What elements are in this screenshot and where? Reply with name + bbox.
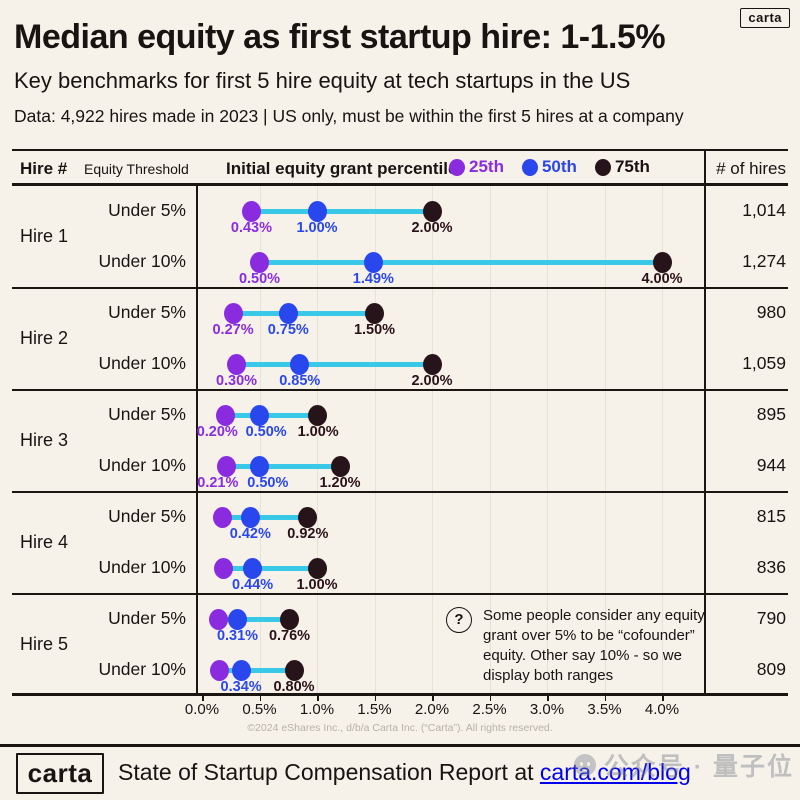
threshold-label: Under 10% <box>98 251 186 271</box>
gridline-0.5 <box>259 186 261 693</box>
hires-count: 980 <box>756 302 786 322</box>
axis-tick-label: 1.0% <box>299 701 335 718</box>
axis-tick-label: 2.0% <box>414 701 450 718</box>
footnote: ? Some people consider any equity grant … <box>446 606 708 686</box>
threshold-column-divider <box>196 186 198 693</box>
threshold-label: Under 5% <box>108 404 186 424</box>
footer-divider <box>0 744 800 747</box>
axis-tick-label: 0.0% <box>184 701 220 718</box>
column-header-hire: Hire # <box>20 159 68 178</box>
legend-dot-icon-75th <box>594 158 611 176</box>
axis-tick-label: 3.0% <box>529 701 565 718</box>
legend-label-25th: 25th <box>469 157 504 176</box>
copyright-line: ©2024 eShares Inc., d/b/a Carta Inc. (“C… <box>247 722 553 734</box>
axis-tick-mark <box>432 696 434 701</box>
axis-tick-mark <box>317 696 319 701</box>
legend-dot-icon-50th <box>521 158 538 176</box>
axis-tick-label: 4.0% <box>644 701 680 718</box>
hires-count: 895 <box>756 404 786 424</box>
hires-count: 790 <box>756 608 786 628</box>
watermark-text: 公众号 · 量子位 <box>603 753 794 781</box>
gridline-1.5 <box>374 186 376 693</box>
hires-count: 944 <box>756 455 786 475</box>
legend-item-25th: 25th <box>449 157 504 177</box>
chart-grid-area <box>196 186 704 693</box>
carta-badge-logo: carta <box>740 8 790 28</box>
watermark-face-icon <box>573 754 596 776</box>
legend-title: Initial equity grant percentile: <box>226 159 464 178</box>
legend-label-75th: 75th <box>614 157 650 176</box>
hires-column-divider <box>704 149 706 693</box>
legend-item-50th: 50th <box>521 157 577 177</box>
gridline-1 <box>317 186 318 693</box>
column-header-hires: # of hires <box>716 159 786 178</box>
hires-count: 1,274 <box>742 251 786 271</box>
gridline-2 <box>432 186 433 693</box>
watermark: 公众号 · 量子位 <box>573 747 794 783</box>
axis-tick-mark <box>662 696 664 701</box>
page-title: Median equity as first startup hire: 1-1… <box>14 18 666 56</box>
carta-blog-link[interactable]: carta.com/blog <box>539 759 691 785</box>
axis-tick-label: 0.5% <box>242 701 277 718</box>
hire-group-label: Hire 2 <box>20 328 69 348</box>
legend-dot-icon-25th <box>449 158 465 176</box>
axis-tick-mark <box>547 696 549 701</box>
axis-tick-mark <box>202 696 204 701</box>
data-source-note: Data: 4,922 hires made in 2023 | US only… <box>14 106 684 126</box>
header-underline <box>12 183 788 186</box>
threshold-label: Under 10% <box>98 455 186 475</box>
page-subtitle: Key benchmarks for first 5 hire equity a… <box>14 68 631 93</box>
axis-tick-label: 3.5% <box>587 701 622 718</box>
hire-group-label: Hire 3 <box>20 430 69 450</box>
axis-tick-mark <box>604 696 606 701</box>
axis-tick-mark <box>259 696 261 701</box>
axis-tick-mark <box>489 696 491 701</box>
hires-count: 809 <box>756 659 786 679</box>
question-mark-icon: ? <box>446 607 472 633</box>
footnote-text: Some people consider any equity grant ov… <box>483 607 705 684</box>
hires-count: 836 <box>756 557 786 577</box>
hire-group-label: Hire 1 <box>20 226 69 246</box>
hires-count: 815 <box>756 506 786 526</box>
gridline-2.5 <box>489 186 491 693</box>
hires-count: 1,059 <box>742 353 786 373</box>
gridline-3.5 <box>604 186 606 693</box>
table-bottom-border <box>12 693 788 696</box>
percentile-legend: 25th 50th 75th <box>449 157 650 177</box>
footer-report-text: State of Startup Compensation Report at <box>118 759 540 785</box>
hires-count: 1,014 <box>742 200 786 220</box>
threshold-label: Under 5% <box>108 302 186 322</box>
threshold-label: Under 5% <box>108 608 186 628</box>
axis-tick-label: 2.5% <box>472 701 507 718</box>
threshold-label: Under 5% <box>108 200 186 220</box>
threshold-label: Under 10% <box>98 557 186 577</box>
hire-group-label: Hire 5 <box>20 634 69 654</box>
gridline-4 <box>662 186 663 693</box>
threshold-label: Under 5% <box>108 506 186 526</box>
threshold-label: Under 10% <box>98 353 186 373</box>
gridline-3 <box>547 186 548 693</box>
hire-group-label: Hire 4 <box>20 532 69 552</box>
legend-item-75th: 75th <box>594 157 650 177</box>
legend-label-50th: 50th <box>541 157 577 176</box>
table-top-border <box>12 149 788 151</box>
footer-report-line: State of Startup Compensation Report at … <box>118 759 691 786</box>
column-header-threshold: Equity Threshold <box>84 161 189 177</box>
axis-tick-label: 1.5% <box>357 701 392 718</box>
axis-tick-mark <box>374 696 376 701</box>
threshold-label: Under 10% <box>98 659 186 679</box>
carta-footer-logo: carta <box>16 753 104 794</box>
